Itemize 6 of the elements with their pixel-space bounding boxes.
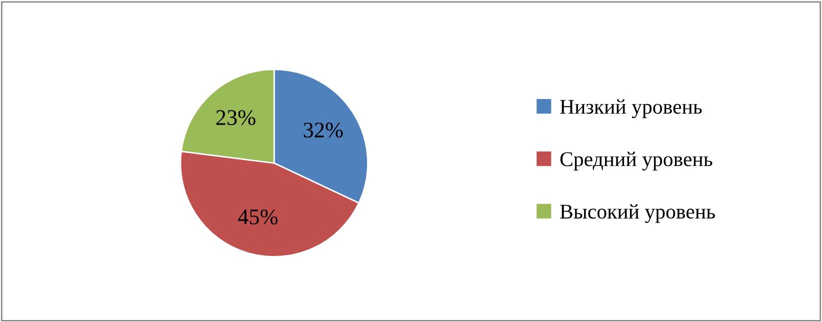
data-label: 45% [238,209,278,224]
data-label: 23% [216,110,256,126]
legend-label: Высокий уровень [560,204,715,223]
legend-label: Средний уровень [560,152,712,171]
data-label: 32% [304,122,343,138]
legend-label: Низкий уровень [560,99,702,118]
